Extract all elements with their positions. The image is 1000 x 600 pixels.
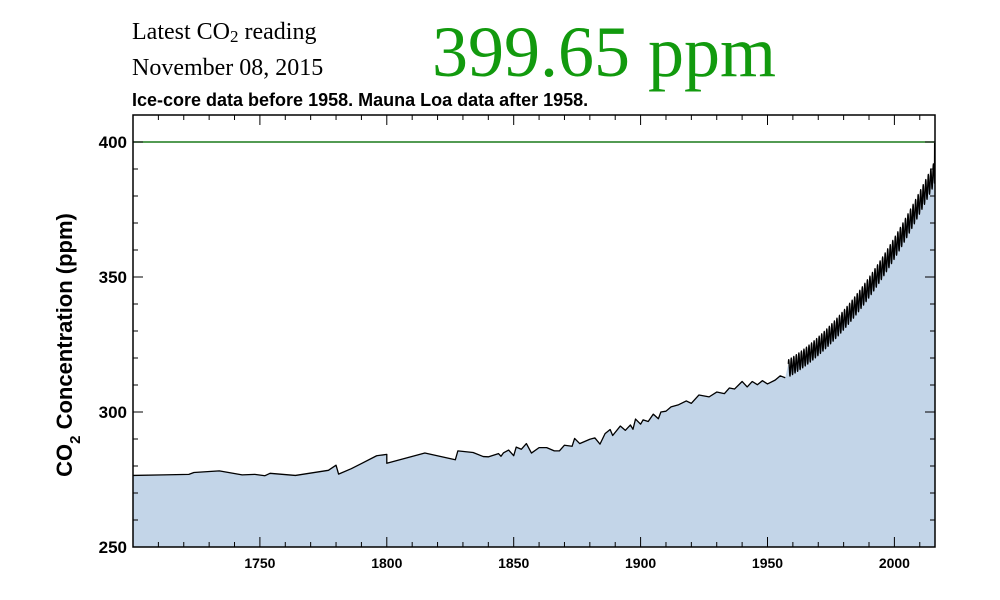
x-tick-label: 1950 (752, 555, 783, 571)
x-tick-label: 1850 (498, 555, 529, 571)
x-tick-label: 1750 (244, 555, 275, 571)
y-axis-label-prefix: CO (52, 444, 77, 477)
reading-date: November 08, 2015 (132, 55, 324, 81)
x-tick-label: 2000 (879, 555, 910, 571)
y-axis-label-suffix: Concentration (ppm) (52, 213, 77, 435)
x-tick-label: 1800 (371, 555, 402, 571)
y-tick-label: 250 (99, 538, 127, 557)
latest-reading-label: Latest CO2 reading (132, 18, 316, 48)
axes: 1750 1800 1850 1900 1950 2000 250 300 350 400 (99, 114, 936, 571)
area-fill (133, 142, 935, 547)
ice-core-line (132, 375, 786, 477)
latest-label-subscript: 2 (229, 27, 239, 46)
latest-reading-value: 399.65 ppm (432, 12, 777, 92)
y-axis-label: CO2 Concentration (ppm) (52, 213, 84, 477)
plot-area (132, 141, 936, 547)
chart-subtitle: Ice-core data before 1958. Mauna Loa dat… (132, 90, 589, 110)
y-tick-label: 350 (99, 268, 127, 287)
latest-label-text: Latest CO (132, 19, 230, 45)
mauna-loa-line (787, 142, 936, 377)
latest-label-suffix: reading (238, 19, 317, 45)
x-tick-label: 1900 (625, 555, 656, 571)
y-tick-label: 300 (99, 403, 127, 422)
y-axis-label-subscript: 2 (67, 436, 84, 444)
y-tick-label: 400 (99, 133, 127, 152)
